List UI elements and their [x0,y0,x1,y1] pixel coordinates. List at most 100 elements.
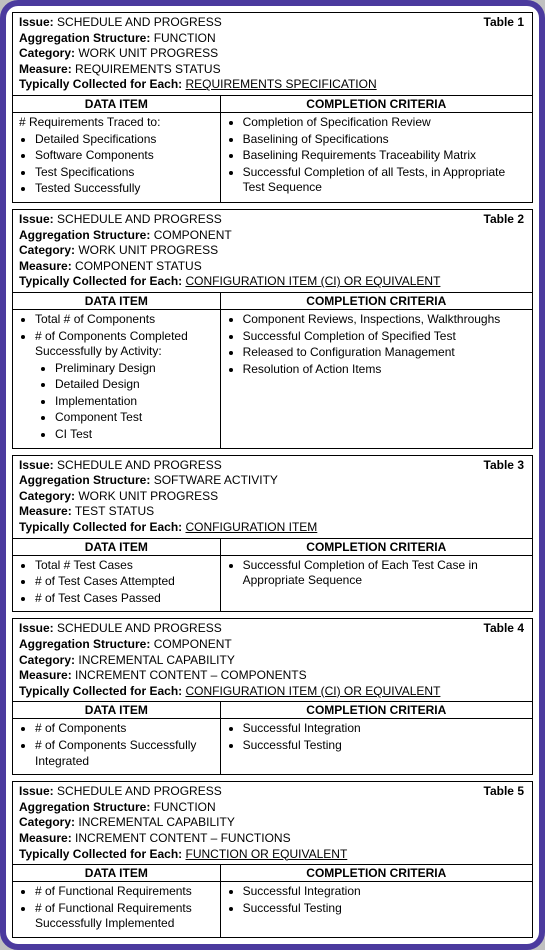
list-item: Released to Configuration Management [243,345,528,361]
header-line: Typically Collected for Each: FUNCTION O… [19,847,526,863]
list-item: Baselining of Specifications [243,132,528,148]
col-header-completion-criteria: COMPLETION CRITERIA [221,96,532,112]
col-header-completion-criteria: COMPLETION CRITERIA [221,865,532,881]
field-label: Aggregation Structure: [19,637,150,651]
header-line: Aggregation Structure: COMPONENT [19,637,526,653]
header-line: Issue: SCHEDULE AND PROGRESS [19,212,526,228]
header-line: Measure: COMPONENT STATUS [19,259,526,275]
field-label: Aggregation Structure: [19,228,150,242]
col-header-data-item: DATA ITEM [13,96,221,112]
completion-criteria-list: Component Reviews, Inspections, Walkthro… [225,312,528,377]
completion-criteria-cell: Successful Completion of Each Test Case … [221,556,532,612]
field-value: CONFIGURATION ITEM [186,520,318,534]
field-value: COMPONENT [154,637,232,651]
header-line: Category: WORK UNIT PROGRESS [19,46,526,62]
data-item-cell: # of Components# of Components Successfu… [13,719,221,774]
table-body-row: # of Functional Requirements# of Functio… [13,882,532,937]
field-label: Measure: [19,504,72,518]
table-header: Table 3Issue: SCHEDULE AND PROGRESSAggre… [13,456,532,539]
field-value: SCHEDULE AND PROGRESS [57,212,222,226]
list-item: Successful Completion of Specified Test [243,329,528,345]
table-body-row: Total # Test Cases# of Test Cases Attemp… [13,556,532,612]
field-label: Typically Collected for Each: [19,274,182,288]
header-line: Measure: TEST STATUS [19,504,526,520]
data-item-list: # of Functional Requirements# of Functio… [17,884,216,932]
col-header-data-item: DATA ITEM [13,293,221,309]
table-body-row: # Requirements Traced to:Detailed Specif… [13,113,532,202]
table-number: Table 2 [484,212,524,226]
list-item: Detailed Design [55,377,216,393]
header-line: Issue: SCHEDULE AND PROGRESS [19,621,526,637]
column-headers: DATA ITEMCOMPLETION CRITERIA [13,293,532,310]
header-line: Category: INCREMENTAL CAPABILITY [19,815,526,831]
field-label: Issue: [19,212,54,226]
field-label: Issue: [19,784,54,798]
metric-table: Table 5 Issue: SCHEDULE AND PROGRESS Aggre… [12,781,533,938]
column-headers: DATA ITEMCOMPLETION CRITERIA [13,96,532,113]
field-value: WORK UNIT PROGRESS [78,489,218,503]
header-line: Category: WORK UNIT PROGRESS [19,489,526,505]
list-item: Successful Testing [243,738,528,754]
field-value: REQUIREMENTS SPECIFICATION [186,77,377,91]
list-item: Successful Integration [243,884,528,900]
header-line: Aggregation Structure: SOFTWARE ACTIVITY [19,473,526,489]
field-value: REQUIREMENTS STATUS [75,62,221,76]
metric-table: Table 4Issue: SCHEDULE AND PROGRESSAggre… [12,618,533,775]
field-label: Measure: [19,668,72,682]
list-item: # of Components Completed Successfully b… [35,329,216,443]
col-header-data-item: DATA ITEM [13,865,221,881]
column-headers: DATA ITEMCOMPLETION CRITERIA [13,539,532,556]
list-item: Total # of Components [35,312,216,328]
col-header-completion-criteria: COMPLETION CRITERIA [221,702,532,718]
field-value: COMPONENT [154,228,232,242]
field-label: Aggregation Structure: [19,31,150,45]
list-item: # of Components [35,721,216,737]
completion-criteria-cell: Successful IntegrationSuccessful Testing [221,719,532,774]
list-item: Tested Successfully [35,181,216,197]
table-header: Table 4Issue: SCHEDULE AND PROGRESSAggre… [13,619,532,702]
field-value: SCHEDULE AND PROGRESS [57,784,222,798]
list-item: Resolution of Action Items [243,362,528,378]
header-line: Category: INCREMENTAL CAPABILITY [19,653,526,669]
header-line: Typically Collected for Each: CONFIGURAT… [19,520,526,536]
field-value: TEST STATUS [75,504,154,518]
table-number: Table 1 [484,15,524,29]
metric-table: Table 1Issue: SCHEDULE AND PROGRESSAggre… [12,12,533,203]
data-item-list: Detailed SpecificationsSoftware Componen… [17,132,216,197]
data-item-list: # of Components# of Components Successfu… [17,721,216,769]
field-label: Category: [19,46,75,60]
list-item: Component Test [55,410,216,426]
header-line: Measure: INCREMENT CONTENT – COMPONENTS [19,668,526,684]
list-item: # of Test Cases Passed [35,591,216,607]
field-value: FUNCTION [154,31,216,45]
list-item: Completion of Specification Review [243,115,528,131]
field-value: INCREMENT CONTENT – COMPONENTS [75,668,307,682]
header-line: Measure: REQUIREMENTS STATUS [19,62,526,78]
data-item-list: Total # of Components# of Components Com… [17,312,216,443]
table-number: Table 3 [484,458,524,472]
completion-criteria-list: Completion of Specification ReviewBaseli… [225,115,528,196]
list-item: Baselining Requirements Traceability Mat… [243,148,528,164]
field-value: FUNCTION [154,800,216,814]
field-value: SOFTWARE ACTIVITY [154,473,278,487]
field-value: FUNCTION OR EQUIVALENT [186,847,348,861]
list-item: Component Reviews, Inspections, Walkthro… [243,312,528,328]
list-item: # of Functional Requirements Successfull… [35,901,216,932]
list-item: Successful Completion of all Tests, in A… [243,165,528,196]
header-line: Aggregation Structure: FUNCTION [19,800,526,816]
list-item: Software Components [35,148,216,164]
field-value: SCHEDULE AND PROGRESS [57,621,222,635]
header-line: Aggregation Structure: COMPONENT [19,228,526,244]
table-header: Table 2Issue: SCHEDULE AND PROGRESSAggre… [13,210,532,293]
header-line: Typically Collected for Each: REQUIREMEN… [19,77,526,93]
list-item: Preliminary Design [55,361,216,377]
field-label: Category: [19,243,75,257]
col-header-data-item: DATA ITEM [13,539,221,555]
field-value: SCHEDULE AND PROGRESS [57,458,222,472]
column-headers: DATA ITEMCOMPLETION CRITERIA [13,702,532,719]
table-number: Table 4 [484,621,524,635]
completion-criteria-cell: Successful IntegrationSuccessful Testing [221,882,532,937]
table-number: Table 5 [484,784,524,798]
field-label: Typically Collected for Each: [19,77,182,91]
sub-list: Preliminary DesignDetailed DesignImpleme… [35,361,216,443]
